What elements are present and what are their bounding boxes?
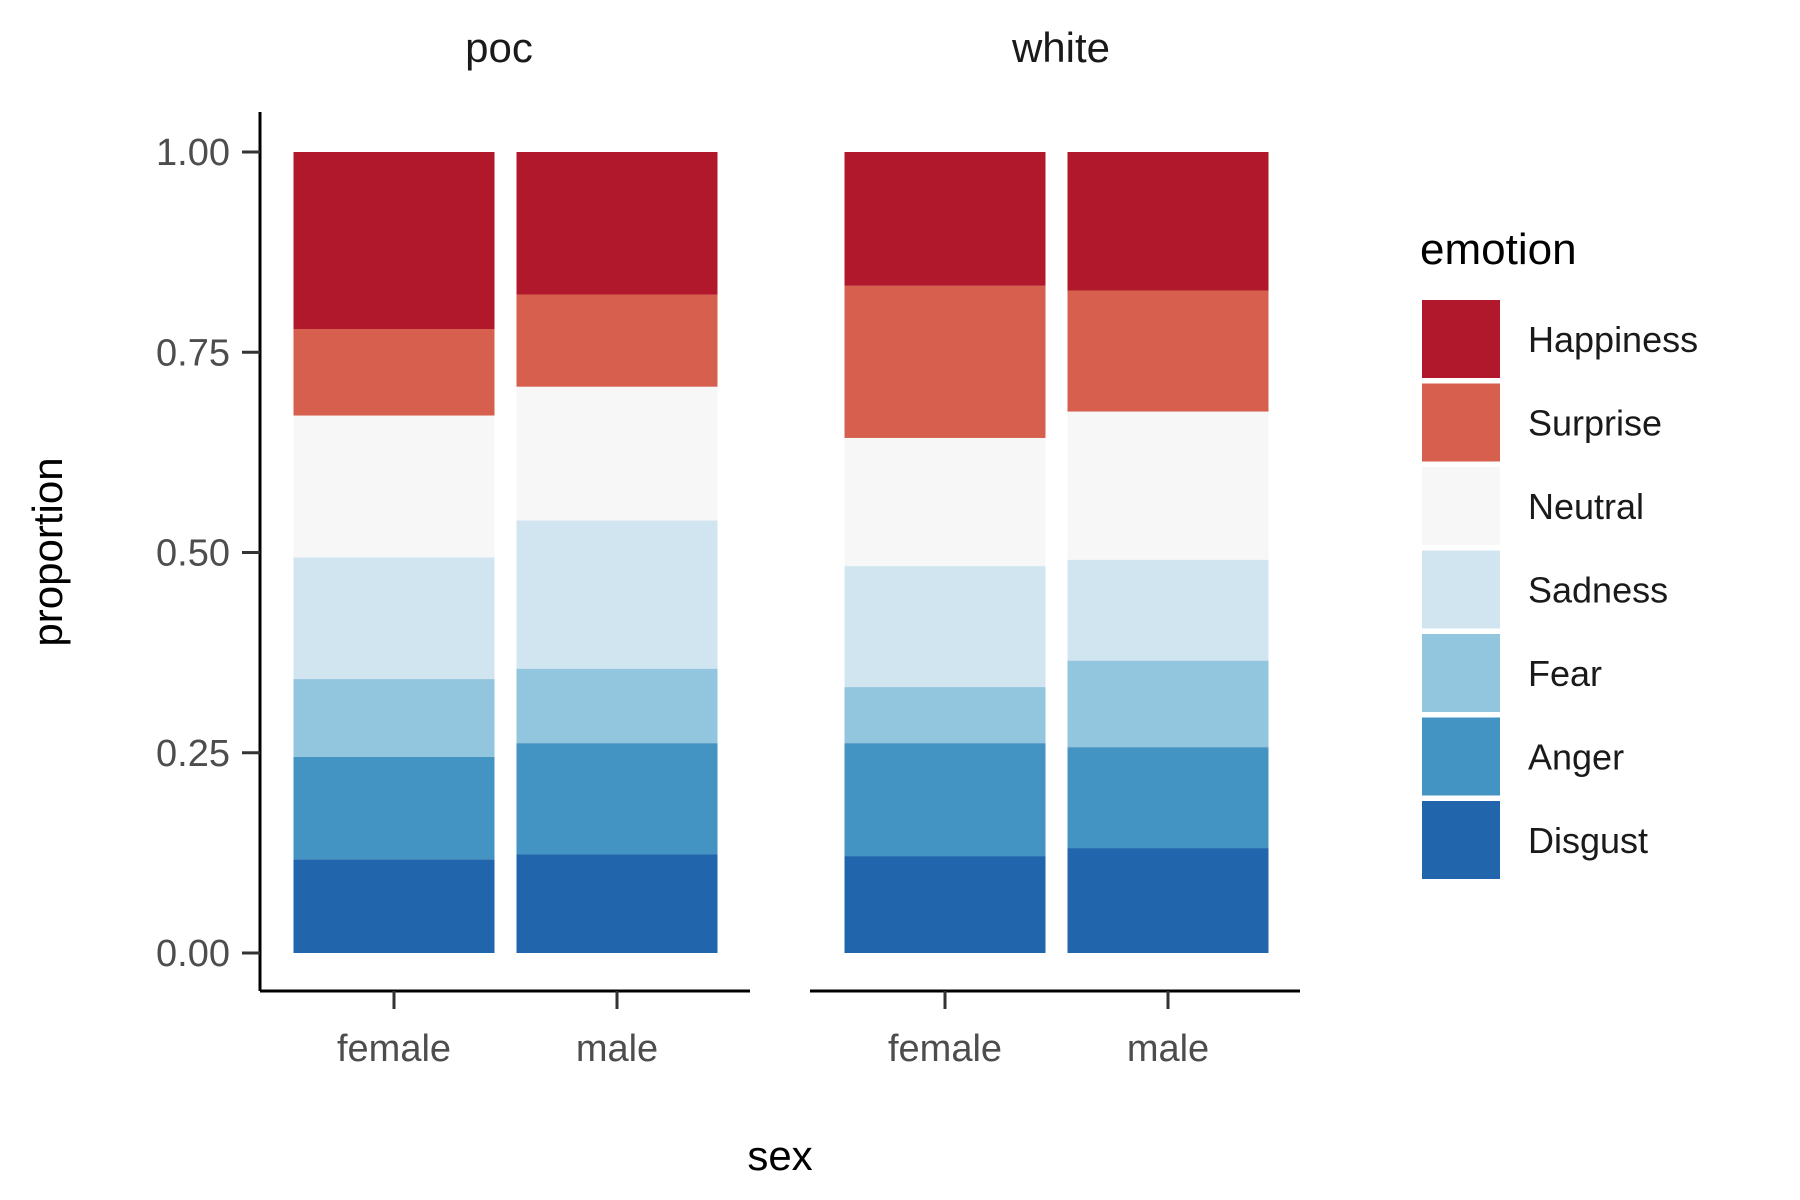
bar-poc-male-anger [516, 743, 718, 855]
bar-poc-male-happiness [516, 152, 718, 295]
bar-poc-female-anger [293, 756, 495, 860]
legend-title: emotion [1420, 225, 1577, 274]
bar-white-male-sadness [1067, 559, 1269, 661]
bar-white-male-neutral [1067, 411, 1269, 560]
facet-titles: poc white [465, 24, 1110, 71]
panel-white [844, 152, 1269, 953]
x-tick-label-poc-female: female [337, 1028, 451, 1070]
legend-item-fear: Fear [1422, 634, 1602, 712]
legend-key-fear [1422, 634, 1500, 712]
y-tick-label-0.00: 0.00 [156, 933, 230, 975]
axes: female male female male 0.00 0.25 0.50 0.75 1.00 [156, 112, 1300, 1070]
panel-poc [293, 152, 718, 953]
legend-key-sadness [1422, 550, 1500, 629]
legend-label-surprise: Surprise [1528, 403, 1662, 444]
bar-white-female-disgust [844, 856, 1046, 953]
bar-white-male-anger [1067, 747, 1269, 849]
x-tick-label-white-female: female [888, 1028, 1002, 1070]
legend-item-neutral: Neutral [1422, 467, 1644, 545]
legend-key-disgust [1422, 801, 1500, 879]
legend: emotion Happiness Surprise Neutral Sadness F… [1420, 225, 1698, 879]
legend-key-neutral [1422, 467, 1500, 545]
legend-item-happiness: Happiness [1422, 300, 1698, 378]
bar-poc-female-surprise [293, 329, 495, 416]
bar-white-female-surprise [844, 285, 1046, 438]
bar-poc-female-happiness [293, 152, 495, 330]
bar-poc-female-fear [293, 679, 495, 757]
x-tick-label-poc-male: male [576, 1028, 658, 1070]
bar-white-female-fear [844, 687, 1046, 744]
legend-label-anger: Anger [1528, 737, 1624, 778]
bar-poc-female-neutral [293, 415, 495, 558]
y-tick-label-1.00: 1.00 [156, 132, 230, 174]
x-tick-label-white-male: male [1127, 1028, 1209, 1070]
legend-key-surprise [1422, 383, 1500, 462]
y-tick-label-0.25: 0.25 [156, 733, 230, 775]
bar-poc-male-disgust [516, 854, 718, 953]
legend-label-happiness: Happiness [1528, 319, 1698, 360]
legend-label-disgust: Disgust [1528, 820, 1648, 861]
y-tick-label-0.75: 0.75 [156, 332, 230, 374]
bar-white-male-fear [1067, 660, 1269, 748]
legend-key-happiness [1422, 300, 1500, 378]
legend-label-neutral: Neutral [1528, 486, 1644, 527]
bar-white-female-neutral [844, 437, 1046, 567]
facet-title-white: white [1011, 24, 1110, 71]
x-axis-title: sex [747, 1132, 812, 1179]
y-axis-title: proportion [24, 457, 71, 646]
facet-title-poc: poc [465, 24, 533, 71]
legend-label-fear: Fear [1528, 653, 1602, 694]
bar-white-female-happiness [844, 152, 1046, 286]
legend-item-disgust: Disgust [1422, 801, 1648, 879]
legend-label-sadness: Sadness [1528, 570, 1668, 611]
legend-item-anger: Anger [1422, 717, 1624, 796]
bar-white-male-disgust [1067, 848, 1269, 953]
bar-poc-male-fear [516, 668, 718, 744]
bar-white-male-happiness [1067, 152, 1269, 291]
bar-poc-male-surprise [516, 294, 718, 387]
bar-white-female-sadness [844, 566, 1046, 688]
plot-panels [293, 152, 1269, 953]
y-tick-label-0.50: 0.50 [156, 533, 230, 575]
bar-white-female-anger [844, 743, 1046, 857]
legend-item-sadness: Sadness [1422, 550, 1668, 629]
bar-poc-male-sadness [516, 520, 718, 669]
bar-poc-male-neutral [516, 386, 718, 521]
bar-white-male-surprise [1067, 290, 1269, 412]
legend-item-surprise: Surprise [1422, 383, 1662, 462]
bar-poc-female-disgust [293, 859, 495, 953]
legend-key-anger [1422, 717, 1500, 796]
bar-poc-female-sadness [293, 557, 495, 680]
